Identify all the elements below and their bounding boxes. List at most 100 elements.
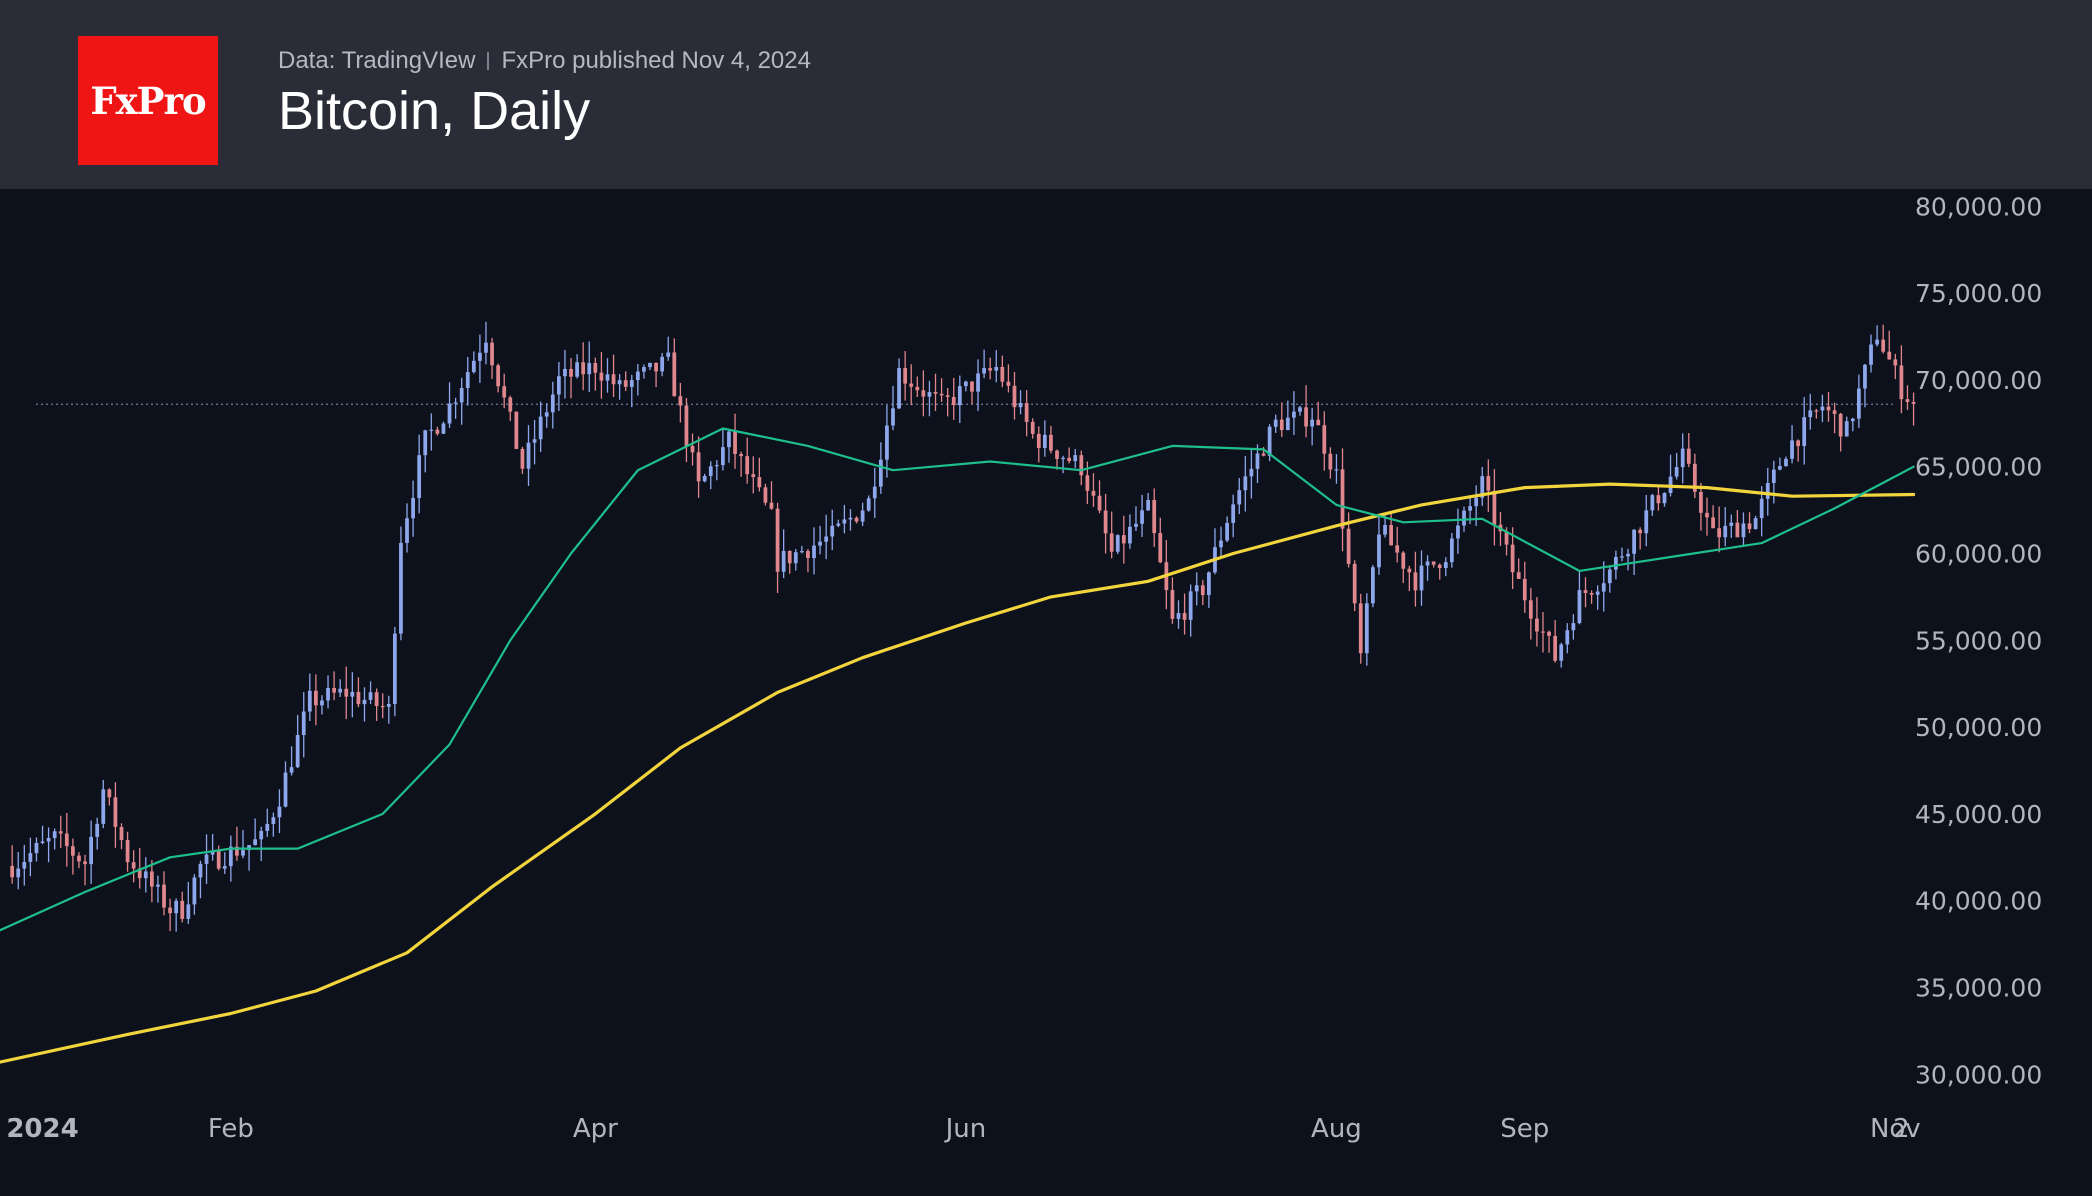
candle-body — [672, 352, 677, 397]
candle-body — [842, 519, 847, 524]
data-source: Data: TradingVIew — [278, 47, 476, 74]
candle-body — [945, 395, 950, 397]
candle-body — [1692, 463, 1697, 492]
candle-body — [854, 517, 859, 522]
candle-body — [915, 386, 920, 391]
candle-body — [666, 352, 671, 357]
candle-body — [192, 877, 197, 905]
candle-body — [1456, 525, 1460, 539]
candle-body — [1875, 339, 1879, 345]
candle-body — [1771, 469, 1776, 483]
candle-body — [277, 806, 282, 818]
candle-body — [58, 831, 63, 834]
candle-body — [1085, 475, 1090, 491]
candle-body — [799, 551, 804, 553]
candle-body — [307, 690, 312, 712]
candle-body — [1516, 572, 1521, 579]
header-bar: FxPro Data: TradingVIew FxPro published N… — [0, 0, 2092, 189]
candle-body — [1778, 466, 1782, 470]
candle-body — [1449, 538, 1454, 563]
candles — [10, 321, 1916, 932]
candle-body — [575, 362, 579, 377]
candle-body — [696, 452, 701, 482]
candle-body — [119, 826, 124, 841]
candle-body — [1371, 567, 1375, 604]
candle-body — [1595, 591, 1600, 595]
candle-body — [1346, 528, 1351, 564]
candle-body — [1462, 510, 1466, 526]
candle-body — [909, 383, 914, 387]
candle-body — [550, 394, 555, 413]
candle-body — [95, 823, 100, 837]
candle-body — [1650, 495, 1655, 511]
candle-body — [1559, 644, 1564, 661]
y-tick-label: 45,000.00 — [1915, 800, 2042, 829]
candle-body — [1680, 448, 1685, 468]
candle-body — [733, 431, 737, 454]
candle-body — [563, 368, 567, 377]
candle-body — [939, 393, 944, 396]
candle-body — [812, 545, 816, 559]
candle-body — [1881, 339, 1886, 352]
candle-body — [1759, 498, 1764, 519]
candle-body — [1820, 406, 1825, 411]
candle-body — [399, 542, 403, 634]
candle-body — [180, 900, 185, 919]
candle-body — [1158, 533, 1163, 563]
candle-body — [1036, 433, 1041, 449]
y-tick-label: 55,000.00 — [1915, 626, 2042, 655]
candle-body — [818, 541, 822, 546]
candle-body — [137, 868, 142, 879]
candle-body — [1541, 631, 1545, 633]
candle-body — [872, 486, 877, 499]
candle-body — [1206, 572, 1211, 596]
candle-body — [1097, 495, 1102, 511]
candle-body — [514, 411, 519, 449]
candle-body — [453, 402, 458, 404]
candle-body — [228, 846, 233, 867]
candle-body — [1243, 476, 1248, 491]
moving-average-short — [0, 427, 1915, 932]
candle-body — [1134, 523, 1138, 527]
candle-body — [1304, 407, 1308, 427]
candle-body — [1535, 618, 1539, 632]
x-tick-label: Feb — [208, 1114, 254, 1144]
candle-body — [1231, 504, 1236, 523]
candle-body — [878, 459, 883, 487]
candle-body — [1571, 623, 1576, 631]
candle-body — [356, 691, 361, 705]
candle-body — [471, 360, 476, 373]
candle-body — [1480, 476, 1485, 498]
candle-body — [216, 851, 221, 869]
price-chart[interactable]: 30,000.00 35,000.00 40,000.00 45,000.00 50,0… — [0, 189, 2092, 1196]
candle-body — [587, 362, 592, 375]
candle-body — [1711, 517, 1715, 529]
candle-body — [1468, 506, 1472, 511]
candle-body — [1146, 499, 1151, 511]
candle-body — [1856, 388, 1861, 419]
candle-body — [374, 692, 379, 706]
candle-body — [1091, 490, 1096, 496]
candle-body — [1055, 450, 1059, 459]
candle-body — [490, 342, 494, 366]
candle-body — [271, 817, 276, 825]
candle-body — [1407, 568, 1412, 573]
x-tick-label: Aug — [1311, 1114, 1362, 1144]
candle-body — [28, 853, 33, 862]
candle-body — [605, 374, 610, 381]
candle-body — [71, 846, 75, 856]
candle-body — [1152, 499, 1157, 534]
candle-body — [1784, 458, 1788, 467]
candle-body — [289, 767, 294, 773]
candle-body — [1140, 510, 1144, 524]
candle-body — [1607, 569, 1612, 584]
candle-body — [429, 429, 434, 431]
candle-body — [1358, 603, 1363, 654]
candle-body — [222, 866, 227, 869]
candle-body — [186, 904, 191, 919]
candle-body — [1887, 351, 1892, 360]
candle-body — [739, 453, 744, 457]
candle-body — [368, 692, 373, 700]
candle-body — [34, 842, 39, 854]
candle-body — [435, 429, 440, 434]
